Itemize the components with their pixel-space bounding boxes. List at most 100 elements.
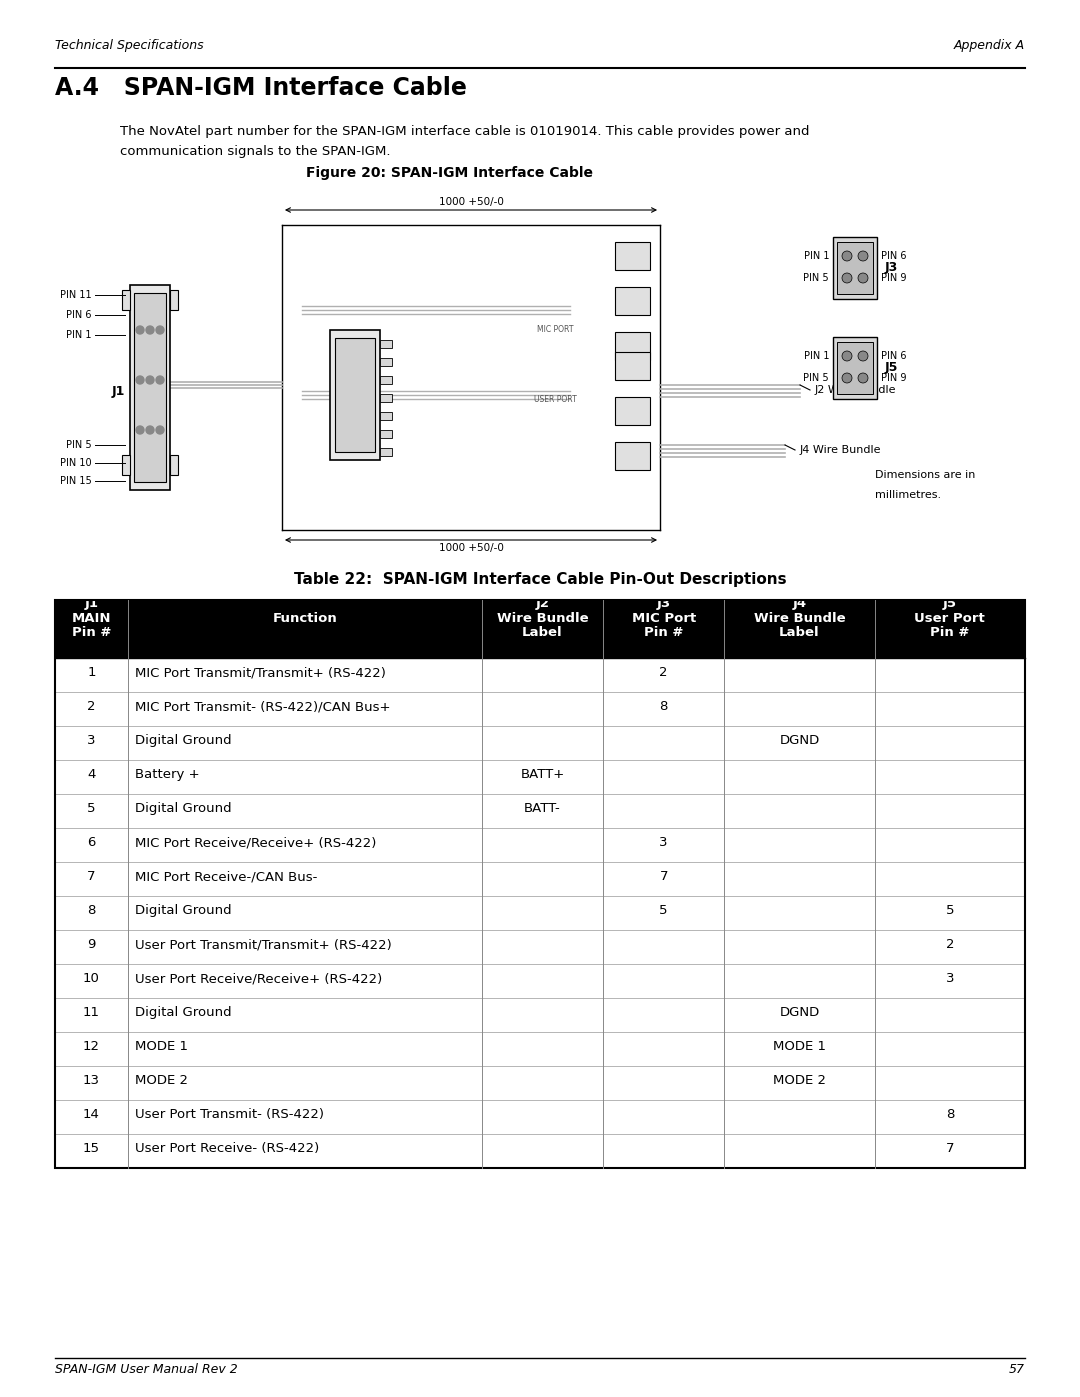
Bar [55, 760, 1025, 793]
Bar [380, 448, 392, 455]
Text: Pin #: Pin # [71, 626, 111, 640]
Circle shape [842, 373, 852, 383]
Text: Wire Bundle: Wire Bundle [754, 612, 846, 624]
Text: 5: 5 [946, 904, 954, 916]
Text: PIN 6: PIN 6 [881, 251, 906, 261]
Bar [55, 1066, 1025, 1099]
Text: J5: J5 [943, 597, 957, 609]
Circle shape [146, 376, 154, 384]
Text: Pin #: Pin # [644, 626, 684, 640]
Bar [134, 293, 166, 482]
Text: PIN 1: PIN 1 [67, 330, 92, 339]
Bar [380, 430, 392, 439]
Circle shape [858, 272, 868, 284]
Text: MIC Port Transmit/Transmit+ (RS-422): MIC Port Transmit/Transmit+ (RS-422) [135, 666, 386, 679]
Circle shape [136, 376, 144, 384]
Text: 3: 3 [660, 835, 667, 849]
Text: 12: 12 [83, 1039, 99, 1053]
Text: Digital Ground: Digital Ground [135, 733, 231, 747]
Bar [833, 337, 877, 400]
Bar [615, 397, 650, 425]
Circle shape [156, 426, 164, 434]
Text: PIN 11: PIN 11 [60, 291, 92, 300]
Text: 1000 +50/-0: 1000 +50/-0 [438, 197, 503, 207]
Text: Technical Specifications: Technical Specifications [55, 39, 204, 52]
Text: 11: 11 [83, 1006, 99, 1018]
Text: Battery +: Battery + [135, 768, 200, 781]
Circle shape [858, 373, 868, 383]
Bar [55, 964, 1025, 997]
Circle shape [842, 351, 852, 360]
Text: J2: J2 [536, 597, 550, 609]
Bar [55, 862, 1025, 895]
Bar [335, 338, 375, 453]
Text: 3: 3 [946, 972, 954, 985]
Text: MIC Port: MIC Port [632, 612, 696, 624]
Text: PIN 15: PIN 15 [60, 476, 92, 486]
Text: Pin #: Pin # [930, 626, 970, 640]
Text: 1: 1 [87, 666, 96, 679]
Bar [615, 352, 650, 380]
Text: PIN 6: PIN 6 [67, 310, 92, 320]
Text: BATT-: BATT- [524, 802, 561, 814]
Bar [330, 330, 380, 460]
Bar [130, 285, 170, 490]
Text: Label: Label [779, 626, 820, 640]
Bar [122, 291, 130, 310]
Text: Wire Bundle: Wire Bundle [497, 612, 589, 624]
Text: J5: J5 [885, 362, 899, 374]
Bar [55, 658, 1025, 692]
Circle shape [156, 376, 164, 384]
Bar [615, 242, 650, 270]
Bar [55, 930, 1025, 964]
Text: J4: J4 [793, 597, 807, 609]
Bar [380, 339, 392, 348]
Bar [55, 997, 1025, 1032]
Bar [55, 828, 1025, 862]
Text: 15: 15 [83, 1141, 99, 1155]
Bar [55, 692, 1025, 726]
Text: 7: 7 [87, 870, 96, 883]
Bar [380, 376, 392, 384]
Text: PIN 5: PIN 5 [66, 440, 92, 450]
Text: BATT+: BATT+ [521, 768, 565, 781]
Bar [615, 286, 650, 314]
Text: J3: J3 [657, 597, 671, 609]
Bar [55, 1099, 1025, 1134]
Circle shape [146, 426, 154, 434]
Text: millimetres.: millimetres. [875, 490, 941, 500]
Bar [55, 895, 1025, 930]
Text: MODE 1: MODE 1 [773, 1039, 826, 1053]
Text: 2: 2 [946, 937, 954, 951]
Bar [380, 358, 392, 366]
Circle shape [842, 272, 852, 284]
Text: 7: 7 [946, 1141, 954, 1155]
Text: 8: 8 [946, 1108, 954, 1120]
Bar [55, 1032, 1025, 1066]
Text: Label: Label [522, 626, 563, 640]
Text: 57: 57 [1009, 1363, 1025, 1376]
Text: J2 Wire Bundle: J2 Wire Bundle [815, 386, 896, 395]
Text: MIC Port Receive/Receive+ (RS-422): MIC Port Receive/Receive+ (RS-422) [135, 835, 376, 849]
Bar [615, 441, 650, 469]
Text: PIN 9: PIN 9 [881, 373, 906, 383]
Text: User Port Receive- (RS-422): User Port Receive- (RS-422) [135, 1141, 319, 1155]
Bar [833, 237, 877, 299]
Text: Digital Ground: Digital Ground [135, 1006, 231, 1018]
Text: MAIN: MAIN [71, 612, 111, 624]
Text: DGND: DGND [780, 1006, 820, 1018]
Bar [55, 726, 1025, 760]
Text: Function: Function [272, 612, 337, 624]
Text: 9: 9 [87, 937, 95, 951]
Bar [55, 599, 1025, 658]
Text: PIN 10: PIN 10 [60, 458, 92, 468]
Text: 10: 10 [83, 972, 99, 985]
Bar [380, 412, 392, 420]
Text: DGND: DGND [780, 733, 820, 747]
Circle shape [842, 251, 852, 261]
Text: PIN 5: PIN 5 [804, 272, 829, 284]
Text: USER PORT: USER PORT [534, 395, 577, 405]
Text: J1: J1 [84, 597, 98, 609]
Text: 6: 6 [87, 835, 95, 849]
Text: User Port: User Port [915, 612, 985, 624]
